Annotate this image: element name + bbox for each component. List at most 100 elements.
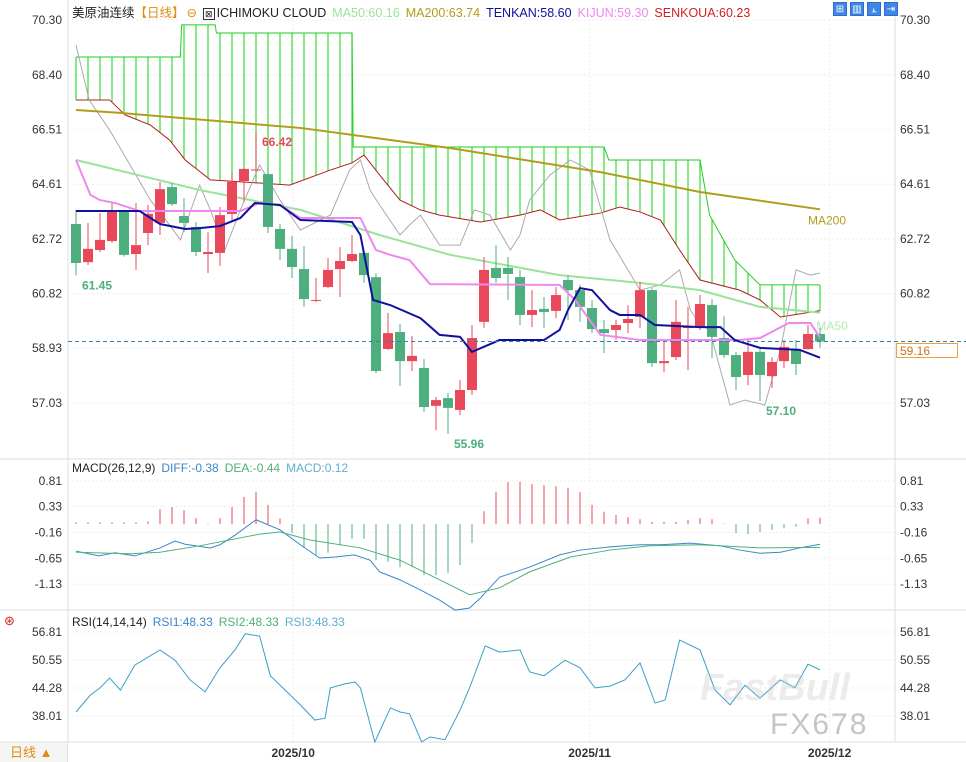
watermark-brand: FastBull [700, 667, 850, 709]
ma50-line [75, 158, 821, 314]
candle-up [635, 290, 645, 317]
candle-down [359, 252, 369, 276]
settings-icon[interactable]: ⊖ [186, 6, 198, 20]
candle-up [131, 245, 141, 255]
rsi3-value: RSI3:48.33 [284, 615, 345, 629]
candle-down [503, 267, 513, 274]
price-annotation: 57.10 [766, 404, 796, 418]
macd-tick-label-right: 0.33 [900, 499, 924, 513]
price-tick-label-left: 70.30 [32, 13, 62, 27]
price-annotation: MA50 [816, 319, 848, 333]
symbol-name: 美原油连续 [72, 6, 135, 20]
candle-down [287, 248, 297, 268]
candle-down [599, 329, 609, 334]
kijun-line [75, 159, 821, 342]
export-icon[interactable]: ⇥ [884, 2, 898, 16]
price-tick-label-left: 57.03 [32, 396, 62, 410]
chart-type-icon[interactable]: ⫠ [867, 2, 881, 16]
candle-up [227, 181, 237, 214]
price-tick-label-left: 62.72 [32, 232, 62, 246]
time-tick-label: 2025/12 [808, 746, 852, 760]
candle-up [407, 355, 417, 362]
macd-tick-label-left: -0.16 [35, 526, 63, 540]
candle-down [167, 187, 177, 205]
price-tick-label-left: 64.61 [32, 177, 62, 191]
price-annotation: MA200 [808, 214, 846, 228]
candle-up [623, 318, 633, 324]
rsi-tick-label-right: 44.28 [900, 681, 930, 695]
price-tick-label-left: 60.82 [32, 287, 62, 301]
macd-tick-label-left: -0.65 [35, 552, 63, 566]
candle-down [539, 308, 549, 313]
toolbar: ⊞ ▥ ⫠ ⇥ [833, 2, 898, 16]
candle-up [611, 325, 621, 330]
candle-down [719, 338, 729, 356]
rsi-settings-icon[interactable]: ⊛ [4, 613, 15, 628]
candle-up [527, 310, 537, 315]
last-price-tag: 59.16 [896, 343, 958, 358]
candle-down [755, 351, 765, 375]
candle-up [695, 303, 705, 328]
indicator-name: ICHIMOKU CLOUD [216, 6, 327, 20]
rsi-tick-label-right: 56.81 [900, 625, 930, 639]
price-tick-label-left: 68.40 [32, 68, 62, 82]
candle-up [251, 169, 261, 171]
macd-legend: MACD(26,12,9) DIFF:-0.38 DEA:-0.44 MACD:0.1… [72, 461, 354, 475]
price-tick-label-right: 66.51 [900, 122, 930, 136]
chikou-lagging-line [75, 44, 821, 406]
candle-up [431, 400, 441, 406]
period-label[interactable]: 【日线】 [134, 6, 185, 20]
candle-up [743, 351, 753, 375]
macd-tick-label-right: -0.65 [900, 552, 928, 566]
candle-up [323, 269, 333, 287]
price-tick-label-right: 64.61 [900, 177, 930, 191]
rsi-tick-label-left: 56.81 [32, 625, 62, 639]
price-tick-label-right: 60.82 [900, 287, 930, 301]
legend-kijun: KIJUN:59.30 [577, 6, 649, 20]
candle-down [179, 215, 189, 223]
grid-icon[interactable]: ⊞ [833, 2, 847, 16]
time-tick-label: 2025/10 [272, 746, 316, 760]
period-button[interactable]: 日线 ▲ [0, 743, 68, 762]
macd-tick-label-right: -0.16 [900, 526, 928, 540]
candle-up [83, 248, 93, 263]
macd-dea-line [75, 531, 821, 596]
rsi-legend: RSI(14,14,14) RSI1:48.33 RSI2:48.33 RSI3:48… [72, 615, 351, 629]
candle-up [155, 189, 165, 223]
macd-tick-label-right: -1.13 [900, 577, 928, 591]
indicator-icon[interactable]: ⊠ [203, 8, 215, 20]
legend-senkoua: SENKOUA:60.23 [654, 6, 751, 20]
macd-diff: DIFF:-0.38 [161, 461, 219, 475]
candle-down [731, 355, 741, 377]
senkou-a-line [76, 99, 821, 318]
legend-ma50: MA50:60.16 [332, 6, 400, 20]
candle-down [119, 211, 129, 255]
candle-down [575, 290, 585, 307]
price-tick-label-left: 66.51 [32, 122, 62, 136]
macd-tick-label-left: 0.33 [39, 499, 63, 513]
main-legend: 美原油连续【日线】 ⊖ ⊠ ICHIMOKU CLOUD MA50:60.16 MA200… [72, 2, 756, 21]
price-annotation: 55.96 [454, 437, 484, 451]
rsi-tick-label-right: 38.01 [900, 709, 930, 723]
rsi-tick-label-left: 38.01 [32, 709, 62, 723]
candle-up [95, 239, 105, 251]
candle-down [263, 174, 273, 227]
price-tick-label-right: 57.03 [900, 396, 930, 410]
price-tick-label-right: 70.30 [900, 13, 930, 27]
candle-down [371, 277, 381, 371]
candle-down [647, 290, 657, 364]
candle-down [419, 368, 429, 408]
candle-down [815, 333, 825, 342]
layout-icon[interactable]: ▥ [850, 2, 864, 16]
watermark-code: FX678 [770, 708, 869, 741]
candle-down [395, 331, 405, 362]
candle-down [587, 308, 597, 330]
candle-up [779, 346, 789, 362]
rsi-tick-label-left: 44.28 [32, 681, 62, 695]
candle-up [551, 295, 561, 311]
macd-dea: DEA:-0.44 [224, 461, 281, 475]
candle-down [71, 224, 81, 264]
candle-down [299, 269, 309, 300]
candle-up [143, 213, 153, 233]
